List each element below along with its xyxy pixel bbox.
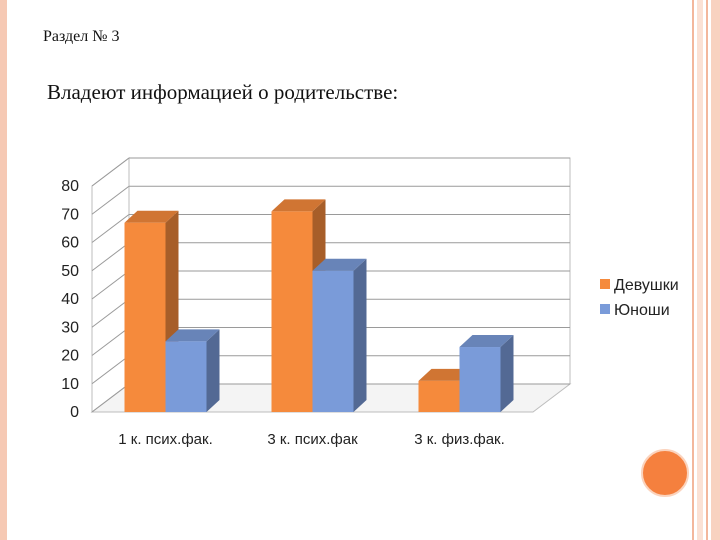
x-tick-label: 3 к. физ.фак. [414, 431, 505, 448]
right-border-stripe [692, 0, 694, 540]
gridline [91, 214, 130, 243]
gridline [91, 157, 130, 187]
y-tick-label: 0 [70, 404, 79, 421]
bar-top [124, 210, 179, 223]
bar-top [165, 329, 220, 342]
y-tick-label: 70 [61, 206, 79, 223]
y-tick-label: 60 [61, 235, 79, 252]
x-tick-label: 1 к. псих.фак. [118, 431, 213, 448]
bar [271, 211, 313, 412]
y-tick-label: 10 [61, 376, 79, 393]
bar [459, 347, 501, 412]
gridline [91, 327, 130, 356]
bar-side [206, 329, 220, 412]
y-tick-label: 80 [61, 178, 79, 195]
right-border-stripe [706, 0, 708, 540]
bar-top [312, 258, 367, 271]
x-tick-label: 3 к. псих.фак [267, 431, 358, 448]
bar [312, 270, 354, 412]
gridline [91, 298, 130, 328]
bar-side [500, 335, 514, 412]
y-tick-label: 50 [61, 263, 79, 280]
bar [418, 380, 460, 412]
y-tick-label: 30 [61, 319, 79, 336]
section-label: Раздел № 3 [43, 28, 120, 45]
legend-label: Юноши [614, 302, 670, 319]
legend-label: Девушки [614, 277, 679, 294]
right-border-stripe [711, 0, 720, 540]
y-tick-label: 40 [61, 291, 79, 308]
bar-side [353, 258, 367, 412]
bar [124, 222, 166, 412]
right-border-stripe [697, 0, 703, 540]
gridline [91, 383, 130, 413]
gridline [91, 185, 130, 215]
legend-swatch [600, 304, 610, 314]
bar [165, 341, 207, 412]
gridline [91, 242, 130, 272]
bar-top [271, 199, 326, 212]
bar-top [418, 368, 473, 381]
bar-top [459, 335, 514, 348]
y-tick-label: 20 [61, 348, 79, 365]
legend-swatch [600, 279, 610, 289]
left-border [0, 0, 7, 540]
gridline [91, 355, 130, 385]
gridline [91, 270, 130, 300]
slide-title: Владеют информацией о родительстве: [47, 80, 399, 104]
decorative-circle [641, 449, 689, 497]
